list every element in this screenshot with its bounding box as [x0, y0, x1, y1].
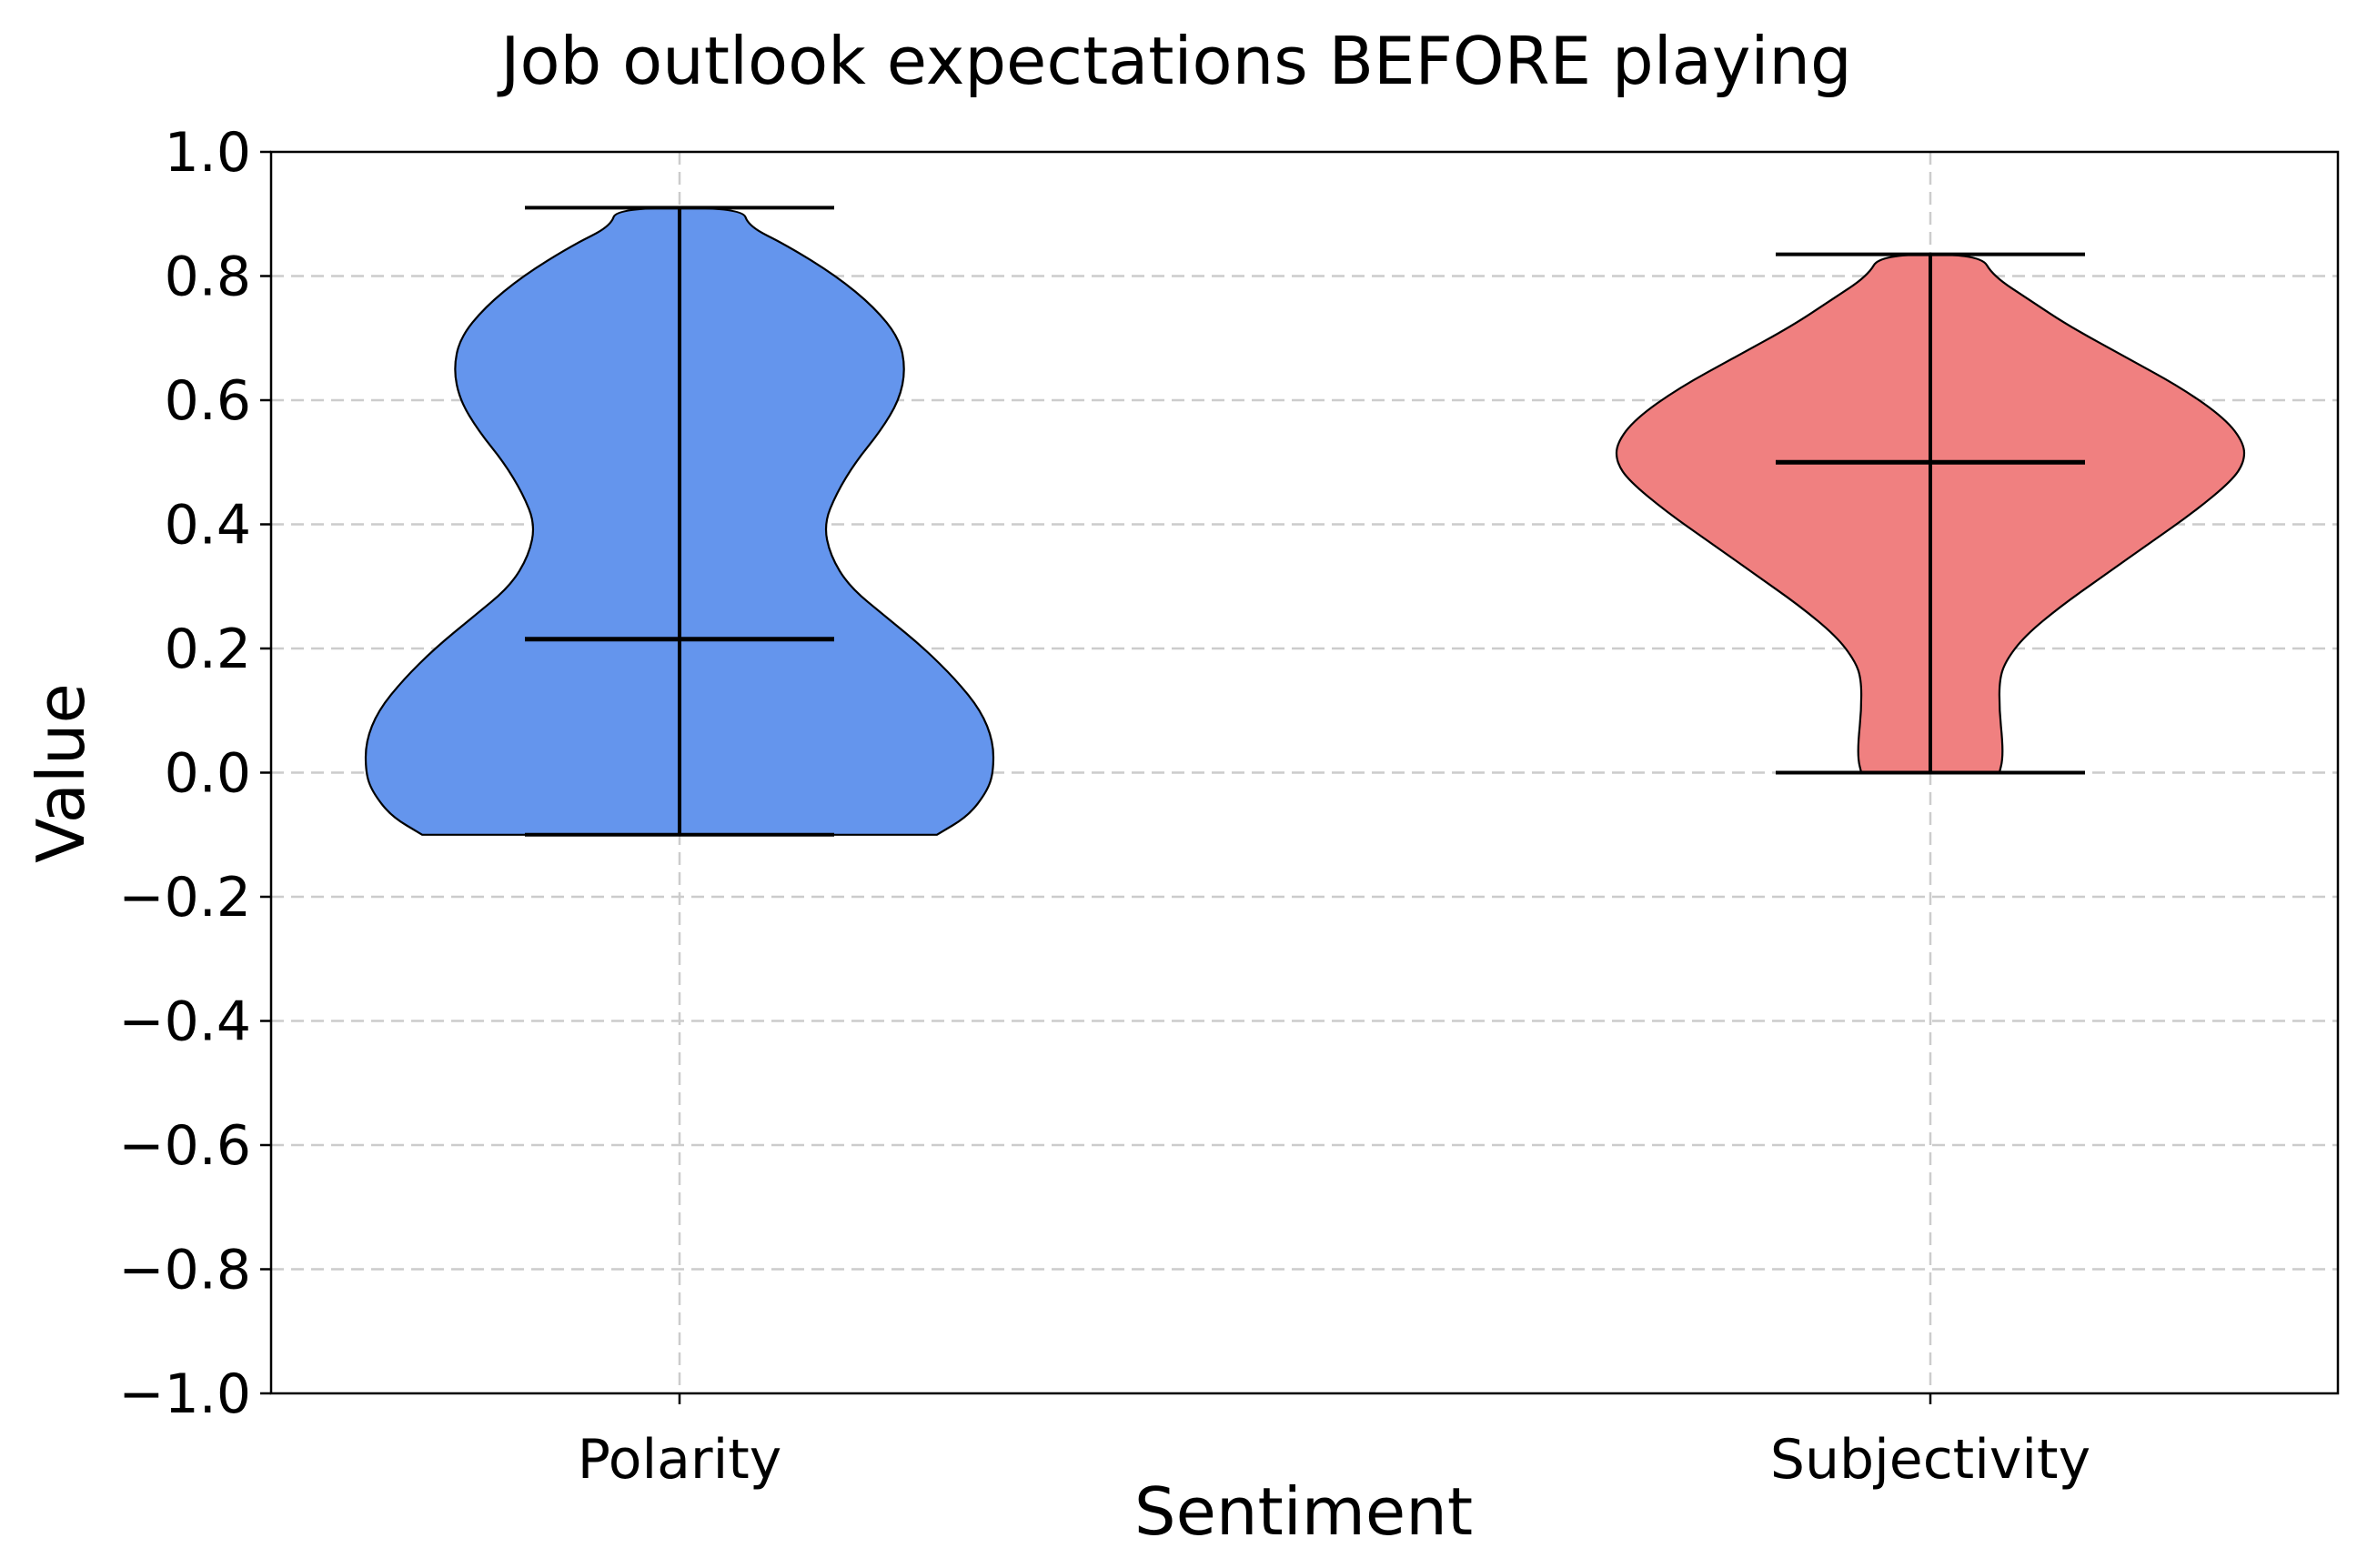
y-tick-label: 0.0 — [165, 742, 251, 806]
x-tick-label: Subjectivity — [1770, 1428, 2090, 1492]
y-tick-label: −0.8 — [118, 1239, 251, 1302]
y-tick-label: 0.4 — [165, 494, 251, 558]
x-axis-label: Sentiment — [1134, 1473, 1473, 1550]
y-tick-label: 0.8 — [165, 246, 251, 309]
x-tick-label: Polarity — [578, 1428, 782, 1492]
chart-title: Job outlook expectations BEFORE playing — [497, 23, 1852, 99]
y-axis-ticks: −1.0 −0.8 −0.6 −0.4 −0.2 0.0 0.2 0.4 0.6 0.8 1.0 — [118, 121, 271, 1426]
y-tick-label: −0.2 — [118, 866, 251, 930]
y-tick-label: −1.0 — [118, 1362, 251, 1426]
y-tick-label: 0.6 — [165, 369, 251, 433]
y-tick-label: 1.0 — [165, 121, 251, 185]
y-axis-label: Value — [23, 683, 99, 863]
y-tick-label: 0.2 — [165, 618, 251, 681]
y-tick-label: −0.6 — [118, 1114, 251, 1178]
violin-layer — [364, 206, 2246, 837]
x-axis-ticks: Polarity Subjectivity — [578, 1393, 2090, 1492]
y-tick-label: −0.4 — [118, 990, 251, 1054]
